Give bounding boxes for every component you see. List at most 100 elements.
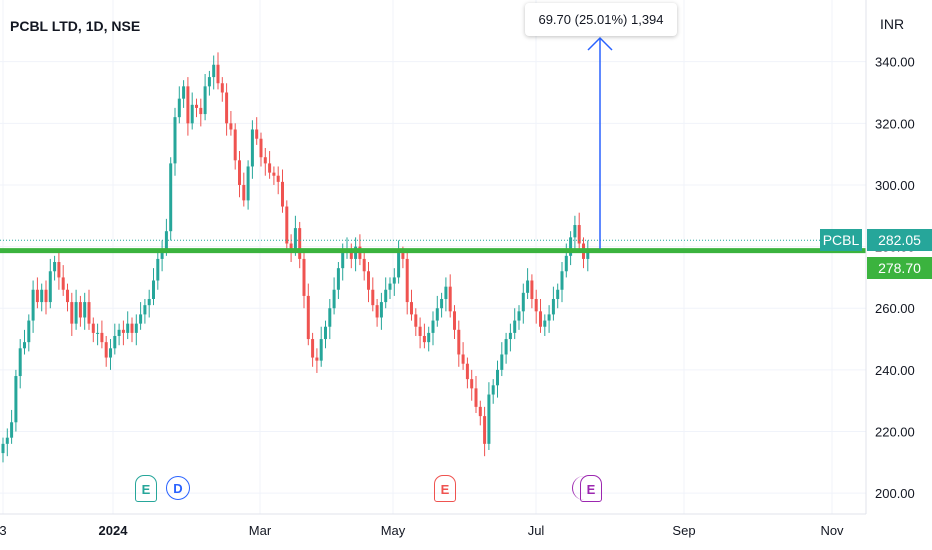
candle-body <box>121 329 125 333</box>
candle-body <box>259 138 263 158</box>
candle-body <box>483 416 487 444</box>
candle-body <box>173 117 177 164</box>
candle-body <box>276 175 280 182</box>
earnings-badge[interactable]: E <box>434 475 456 502</box>
candle-body <box>371 289 375 306</box>
y-axis[interactable]: 340.00320.00300.00280.00260.00240.00220.… <box>875 55 915 501</box>
candle-body <box>186 86 190 124</box>
candle-body <box>139 314 143 324</box>
y-tick-label: 200.00 <box>875 486 915 501</box>
candle-body <box>199 107 203 115</box>
currency-label[interactable]: INR <box>880 16 905 32</box>
candle-body <box>457 329 461 355</box>
candle-body <box>130 323 134 333</box>
candle-body <box>1 443 5 454</box>
candle-body <box>74 302 78 324</box>
candle-body <box>233 129 237 161</box>
candle-body <box>375 305 379 318</box>
candle-body <box>285 206 289 244</box>
candle-body <box>91 323 95 333</box>
candle-body <box>268 163 272 173</box>
candle-body <box>169 163 173 232</box>
candle-body <box>40 289 44 303</box>
candle-body <box>319 339 323 361</box>
candle-body <box>569 237 573 256</box>
candle-body <box>440 298 444 309</box>
candle-body <box>384 289 388 303</box>
candle-body <box>534 298 538 312</box>
level-price-tag: 278.70 <box>867 257 932 279</box>
candle-body <box>195 104 198 108</box>
candle-body <box>298 228 302 259</box>
candle-body <box>444 286 448 299</box>
candle-body <box>397 252 401 278</box>
grid <box>0 0 866 514</box>
candle-body <box>410 302 413 315</box>
y-tick-label: 260.00 <box>875 301 915 316</box>
candle-body <box>113 335 117 349</box>
candle-body <box>78 302 82 318</box>
candle-body <box>18 348 22 377</box>
candle-body <box>362 258 366 272</box>
candle-body <box>306 295 310 340</box>
candle-body <box>31 289 35 321</box>
x-tick-label: May <box>381 523 406 538</box>
x-axis[interactable]: 3 2024 Mar May Jul Sep Nov <box>0 523 844 538</box>
candle-body <box>418 326 422 336</box>
candle-body <box>302 258 306 296</box>
candle-body <box>324 326 327 340</box>
candles <box>1 52 590 463</box>
candle-body <box>104 342 108 358</box>
candle-body <box>573 225 577 238</box>
candle-body <box>263 157 267 164</box>
candle-body <box>5 437 9 444</box>
dividend-badge[interactable]: D <box>166 476 190 500</box>
candle-body <box>27 320 31 343</box>
candle-body <box>405 258 409 303</box>
candle-body <box>216 64 220 84</box>
candle-body <box>431 320 435 333</box>
candle-body <box>164 231 168 250</box>
candle-body <box>238 160 241 185</box>
candle-body <box>341 252 345 269</box>
candle-body <box>293 228 297 250</box>
symbol-tag: PCBL <box>820 229 862 251</box>
candle-body <box>212 64 216 78</box>
x-tick-label: Sep <box>672 523 695 538</box>
candle-body <box>87 302 91 324</box>
candle-body <box>478 406 482 417</box>
candle-body <box>66 289 69 303</box>
candle-body <box>496 369 499 386</box>
x-tick-label: 3 <box>0 523 7 538</box>
candle-body <box>35 289 39 303</box>
candle-body <box>250 129 254 167</box>
x-tick-label: Jul <box>528 523 545 538</box>
candle-body <box>96 332 100 334</box>
candle-body <box>281 181 284 207</box>
x-tick-label: Nov <box>820 523 844 538</box>
candle-body <box>560 271 564 290</box>
candle-body <box>487 394 491 444</box>
candle-body <box>83 302 87 318</box>
candle-body <box>401 252 405 259</box>
chart-title: PCBL LTD, 1D, NSE <box>10 18 141 34</box>
candle-body <box>203 86 207 115</box>
candle-body <box>44 289 48 303</box>
candle-body <box>328 308 332 327</box>
candle-body <box>109 348 112 358</box>
earnings-badge[interactable]: E <box>135 475 157 502</box>
candle-body <box>586 249 590 259</box>
candle-body <box>349 249 353 259</box>
candle-body <box>470 379 474 389</box>
y-tick-label: 320.00 <box>875 116 915 131</box>
y-tick-label: 300.00 <box>875 178 915 193</box>
candle-body <box>564 255 568 272</box>
candle-body <box>57 262 61 278</box>
candle-body <box>543 320 547 327</box>
candle-body <box>53 262 57 272</box>
candle-body <box>225 92 229 124</box>
candle-body <box>246 166 250 201</box>
candle-body <box>551 298 555 315</box>
candle-body <box>229 123 233 130</box>
